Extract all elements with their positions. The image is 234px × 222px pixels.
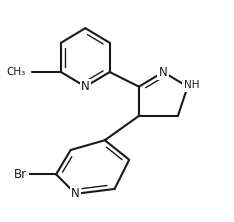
Text: NH: NH <box>183 80 199 90</box>
Text: N: N <box>71 187 80 200</box>
Text: N: N <box>81 80 90 93</box>
Text: Br: Br <box>14 168 27 181</box>
Text: N: N <box>159 65 168 79</box>
Text: CH₃: CH₃ <box>6 67 26 77</box>
